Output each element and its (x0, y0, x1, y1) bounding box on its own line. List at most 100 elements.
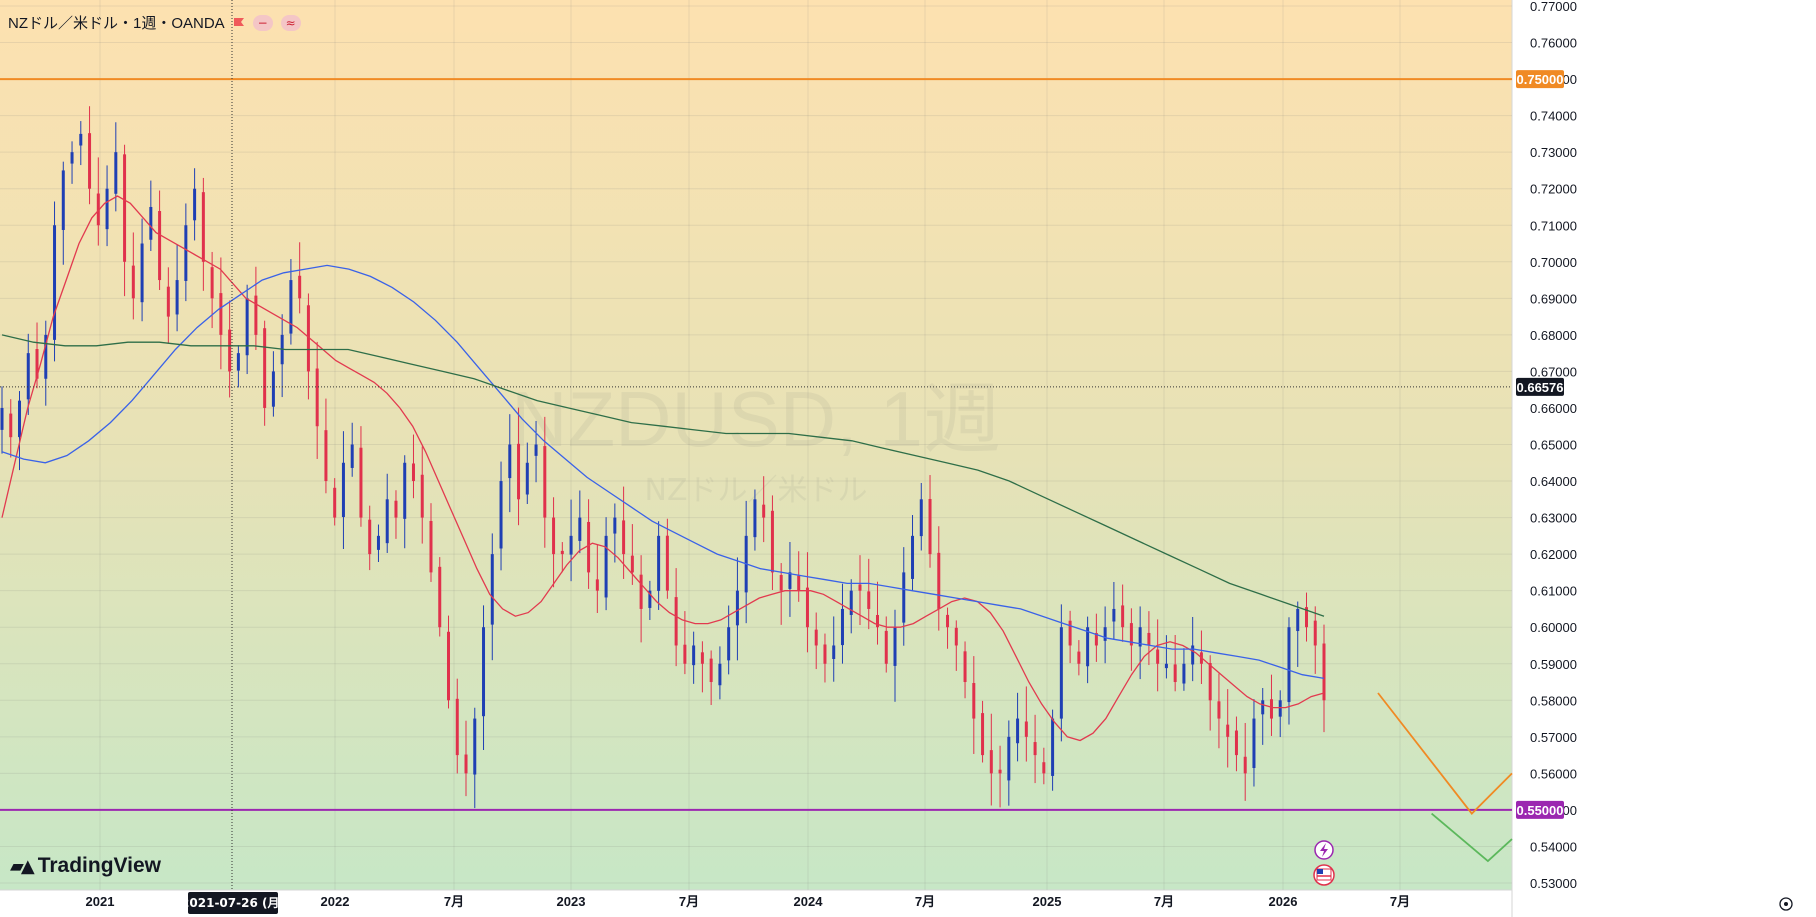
candle-body (735, 590, 739, 626)
candle-body (770, 510, 774, 573)
candle-body (385, 499, 389, 544)
y-tick-label: 0.68000 (1530, 328, 1577, 343)
candle-body (919, 499, 923, 537)
candle-body (517, 443, 521, 500)
candle-body (569, 535, 573, 555)
candle-body (289, 280, 293, 334)
x-tick-label: 2022 (321, 894, 350, 909)
projection-line[interactable] (1431, 812, 1513, 863)
candle-body (350, 444, 354, 468)
candle-body (175, 280, 179, 315)
candle-body (438, 566, 442, 628)
y-tick-label: 0.53000 (1530, 876, 1577, 891)
y-tick-label: 0.71000 (1530, 218, 1577, 233)
approx-icon[interactable]: ≈ (280, 14, 301, 31)
candle-body (1156, 649, 1160, 664)
minus-icon[interactable]: − (252, 14, 273, 31)
candle-body (604, 535, 608, 598)
candle-body (1059, 627, 1063, 719)
candle-body (508, 444, 512, 479)
candle-body (1086, 627, 1090, 667)
candle-body (394, 500, 398, 518)
x-tick-label: 7月 (444, 894, 464, 909)
y-tick-label: 0.76000 (1530, 36, 1577, 51)
candle-body (648, 590, 652, 608)
settings-gear-icon[interactable] (1779, 897, 1793, 911)
candle-body (1217, 701, 1221, 719)
candle-body (665, 535, 669, 591)
candle-body (981, 713, 985, 756)
candle-body (840, 608, 844, 646)
candle-body (18, 400, 22, 438)
x-tick-label: 7月 (915, 894, 935, 909)
candle-body (341, 462, 345, 518)
tv-logo-icon: ▰▲ (10, 855, 35, 877)
candle-body (1278, 700, 1282, 717)
candle-body (315, 368, 319, 427)
candle-body (140, 243, 144, 303)
price-axis-panel (1512, 0, 1816, 917)
candle-body (1182, 663, 1186, 684)
y-tick-label: 0.77000 (1530, 0, 1577, 14)
candle-body (1234, 730, 1238, 756)
candle-body (70, 152, 74, 164)
candle-body (1269, 699, 1273, 719)
crosshair-price-label: 0.66576 (1517, 380, 1564, 395)
level-price-tag (1516, 800, 1564, 819)
candle-body (727, 627, 731, 661)
candle-body (96, 193, 100, 226)
candle-body (254, 295, 258, 335)
y-tick-label: 0.69000 (1530, 291, 1577, 306)
candle-body (543, 446, 547, 518)
candle-body (1173, 664, 1177, 683)
candle-body (946, 614, 950, 628)
candle-body (587, 521, 591, 573)
candle-body (490, 554, 494, 625)
candle-body (1129, 623, 1133, 646)
symbol-title[interactable]: NZドル／米ドル・1週・OANDA (8, 15, 225, 32)
candle-body (534, 444, 538, 456)
candle-body (368, 519, 372, 555)
candle-body (245, 298, 249, 356)
y-tick-label: 0.64000 (1530, 474, 1577, 489)
y-tick-label: 0.58000 (1530, 693, 1577, 708)
y-tick-label: 0.73000 (1530, 145, 1577, 160)
candle-body (700, 652, 704, 664)
x-tick-label: 2021 (86, 894, 115, 909)
candle-body (674, 597, 678, 646)
candle-body (657, 535, 661, 591)
projection-line[interactable] (1377, 692, 1513, 815)
candle-body (683, 644, 687, 664)
candle-body (972, 683, 976, 719)
x-tick-label: 2025 (1033, 894, 1062, 909)
candle-body (578, 517, 582, 541)
candle-body (788, 572, 792, 589)
candle-body (613, 517, 617, 534)
candle-body (1226, 724, 1230, 737)
y-tick-label: 0.65000 (1530, 438, 1577, 453)
candle-body (210, 267, 214, 299)
candle-body (219, 293, 223, 335)
candle-body (1121, 605, 1125, 628)
level-price-label: 0.75000 (1517, 72, 1564, 87)
candle-body (1243, 756, 1247, 774)
candle-body (149, 206, 153, 240)
candle-body (359, 447, 363, 518)
candle-body (333, 487, 337, 518)
x-tick-label: 2024 (794, 894, 824, 909)
candle-body (1042, 762, 1046, 774)
candle-body (639, 574, 643, 609)
candle-body (1147, 632, 1151, 646)
flag-icon[interactable] (233, 17, 245, 29)
candle-body (1313, 620, 1317, 646)
x-tick-label: 7月 (1154, 894, 1174, 909)
x-tick-label: 7月 (1390, 894, 1410, 909)
candle-body (832, 645, 836, 659)
candle-body (779, 575, 783, 591)
candle-body (989, 750, 993, 774)
crosshair-date-label: 2021-07-26 (月) (181, 896, 285, 910)
lightning-icon-glyph (1320, 843, 1328, 857)
candle-body (753, 499, 757, 538)
y-tick-label: 0.61000 (1530, 584, 1577, 599)
